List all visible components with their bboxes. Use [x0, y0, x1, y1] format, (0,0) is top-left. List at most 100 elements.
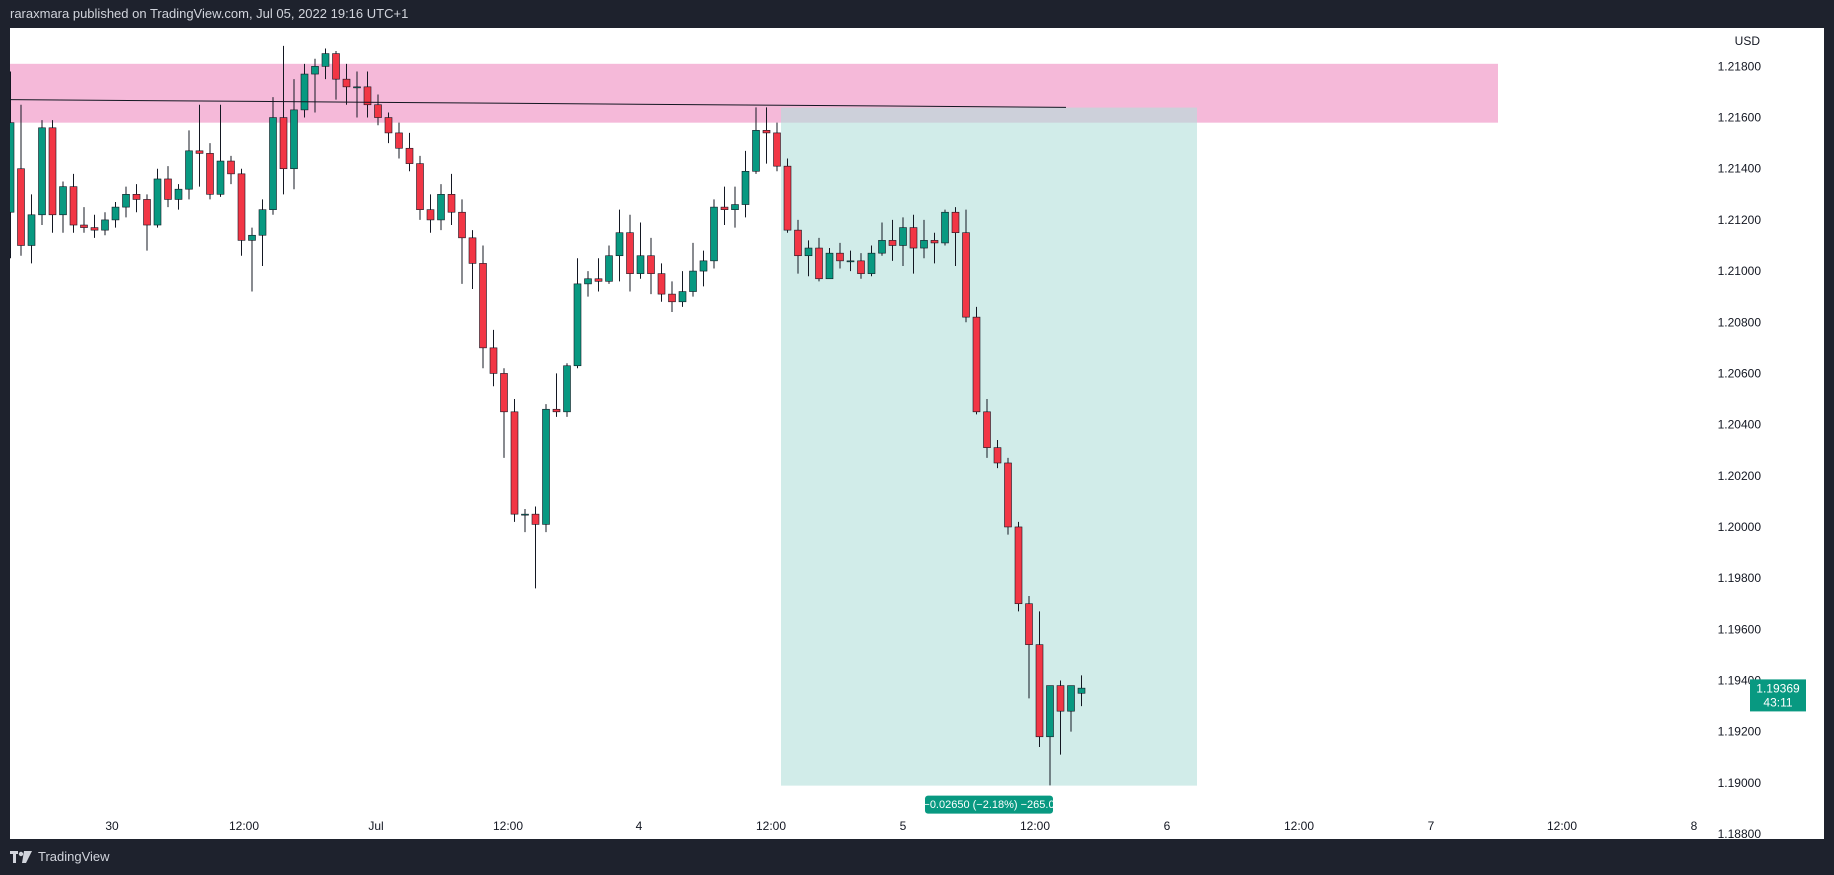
candle[interactable] [174, 184, 183, 210]
candle[interactable] [605, 245, 613, 284]
candle[interactable] [111, 201, 120, 228]
candle[interactable] [962, 209, 970, 323]
candle[interactable] [584, 271, 592, 297]
candle[interactable] [930, 232, 939, 264]
candle[interactable] [573, 258, 582, 369]
candle[interactable] [290, 79, 298, 190]
candle[interactable] [521, 509, 529, 533]
candle[interactable] [395, 122, 403, 159]
candle[interactable] [531, 506, 540, 589]
candle[interactable] [815, 237, 823, 282]
candle[interactable] [752, 107, 760, 174]
candle[interactable] [279, 45, 288, 195]
candle[interactable] [909, 214, 918, 274]
candle[interactable] [405, 132, 414, 172]
candle[interactable] [17, 104, 25, 256]
candle[interactable] [615, 209, 624, 282]
candle[interactable] [647, 237, 655, 295]
candle[interactable] [132, 184, 141, 213]
candle[interactable] [542, 404, 550, 533]
candle[interactable] [888, 219, 897, 261]
candle[interactable] [689, 242, 697, 297]
candle[interactable] [1014, 521, 1023, 612]
candle[interactable] [699, 250, 708, 287]
candle[interactable] [710, 199, 718, 269]
candle[interactable] [164, 166, 172, 208]
candle[interactable] [90, 214, 99, 238]
resistance-trend-line[interactable] [10, 99, 1067, 108]
candle[interactable] [437, 184, 445, 231]
candle[interactable] [594, 258, 603, 292]
candle[interactable] [563, 363, 571, 417]
candle[interactable] [857, 253, 865, 279]
candle[interactable] [1077, 675, 1086, 707]
candle[interactable] [311, 58, 319, 113]
candle[interactable] [332, 51, 340, 100]
candle[interactable] [216, 104, 225, 197]
candle[interactable] [374, 94, 382, 126]
candle[interactable] [38, 120, 46, 226]
tradingview-brand[interactable]: TradingView [10, 839, 110, 875]
candle[interactable] [1067, 685, 1075, 732]
candle[interactable] [804, 240, 813, 277]
candle[interactable] [153, 168, 162, 228]
candle[interactable] [678, 271, 687, 307]
candle[interactable] [342, 63, 351, 105]
candle[interactable] [10, 71, 15, 259]
candle[interactable] [972, 306, 981, 415]
candle[interactable] [899, 217, 907, 266]
candle[interactable] [195, 104, 204, 187]
candle[interactable] [69, 173, 78, 233]
candle[interactable] [794, 219, 802, 274]
candle[interactable] [773, 122, 781, 172]
candle[interactable] [846, 250, 855, 272]
candle[interactable] [720, 186, 729, 226]
candle[interactable] [458, 199, 466, 284]
candle[interactable] [101, 212, 109, 236]
candle[interactable] [731, 186, 739, 228]
candle[interactable] [510, 399, 519, 522]
candle[interactable] [878, 222, 886, 256]
candle[interactable] [668, 281, 676, 313]
candle[interactable] [626, 214, 634, 292]
candle[interactable] [951, 207, 960, 266]
candle[interactable] [489, 329, 498, 387]
candle[interactable] [269, 97, 277, 215]
candle[interactable] [384, 112, 393, 144]
candle[interactable] [500, 368, 508, 458]
candlestick-chart[interactable]: −0.02650 (−2.18%) −265.0 USD 1.21800 1.2160… [10, 28, 1824, 839]
candle[interactable] [468, 230, 477, 289]
candle[interactable] [353, 71, 361, 118]
candle[interactable] [447, 173, 456, 226]
candle[interactable] [836, 242, 844, 269]
candle[interactable] [657, 263, 666, 302]
candle[interactable] [363, 71, 372, 118]
candle[interactable] [27, 194, 36, 264]
chart-area[interactable]: −0.02650 (−2.18%) −265.0 USD 1.21800 1.2160… [10, 28, 1824, 839]
candle[interactable] [983, 399, 991, 458]
candle[interactable] [993, 439, 1002, 469]
candle[interactable] [1025, 596, 1033, 699]
candle[interactable] [636, 222, 645, 279]
candle[interactable] [300, 63, 309, 118]
candle[interactable] [321, 48, 330, 80]
candle[interactable] [48, 120, 57, 233]
candle[interactable] [80, 207, 88, 233]
candle[interactable] [552, 373, 561, 417]
candle[interactable] [1035, 611, 1044, 748]
candle[interactable] [741, 150, 750, 218]
candle[interactable] [206, 143, 214, 200]
candle[interactable] [920, 219, 928, 259]
candle[interactable] [185, 130, 193, 200]
candle[interactable] [479, 245, 487, 369]
supply-zone[interactable] [10, 63, 1498, 123]
candle[interactable] [237, 168, 246, 256]
candle[interactable] [1046, 685, 1054, 786]
candle[interactable] [941, 209, 949, 246]
candle[interactable] [1056, 680, 1065, 755]
candle[interactable] [867, 245, 876, 277]
candle[interactable] [762, 107, 771, 164]
measure-badge[interactable] [925, 795, 1053, 814]
candle[interactable] [783, 158, 792, 233]
candle[interactable] [426, 194, 435, 233]
